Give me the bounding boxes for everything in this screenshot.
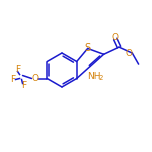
Text: F: F — [15, 65, 20, 74]
Text: S: S — [85, 43, 91, 54]
Text: O: O — [126, 48, 133, 58]
Text: O: O — [31, 74, 38, 83]
Text: 2: 2 — [98, 75, 103, 81]
Text: O: O — [112, 33, 119, 42]
Text: F: F — [10, 75, 15, 84]
Text: NH: NH — [87, 72, 101, 81]
Text: F: F — [21, 81, 26, 90]
